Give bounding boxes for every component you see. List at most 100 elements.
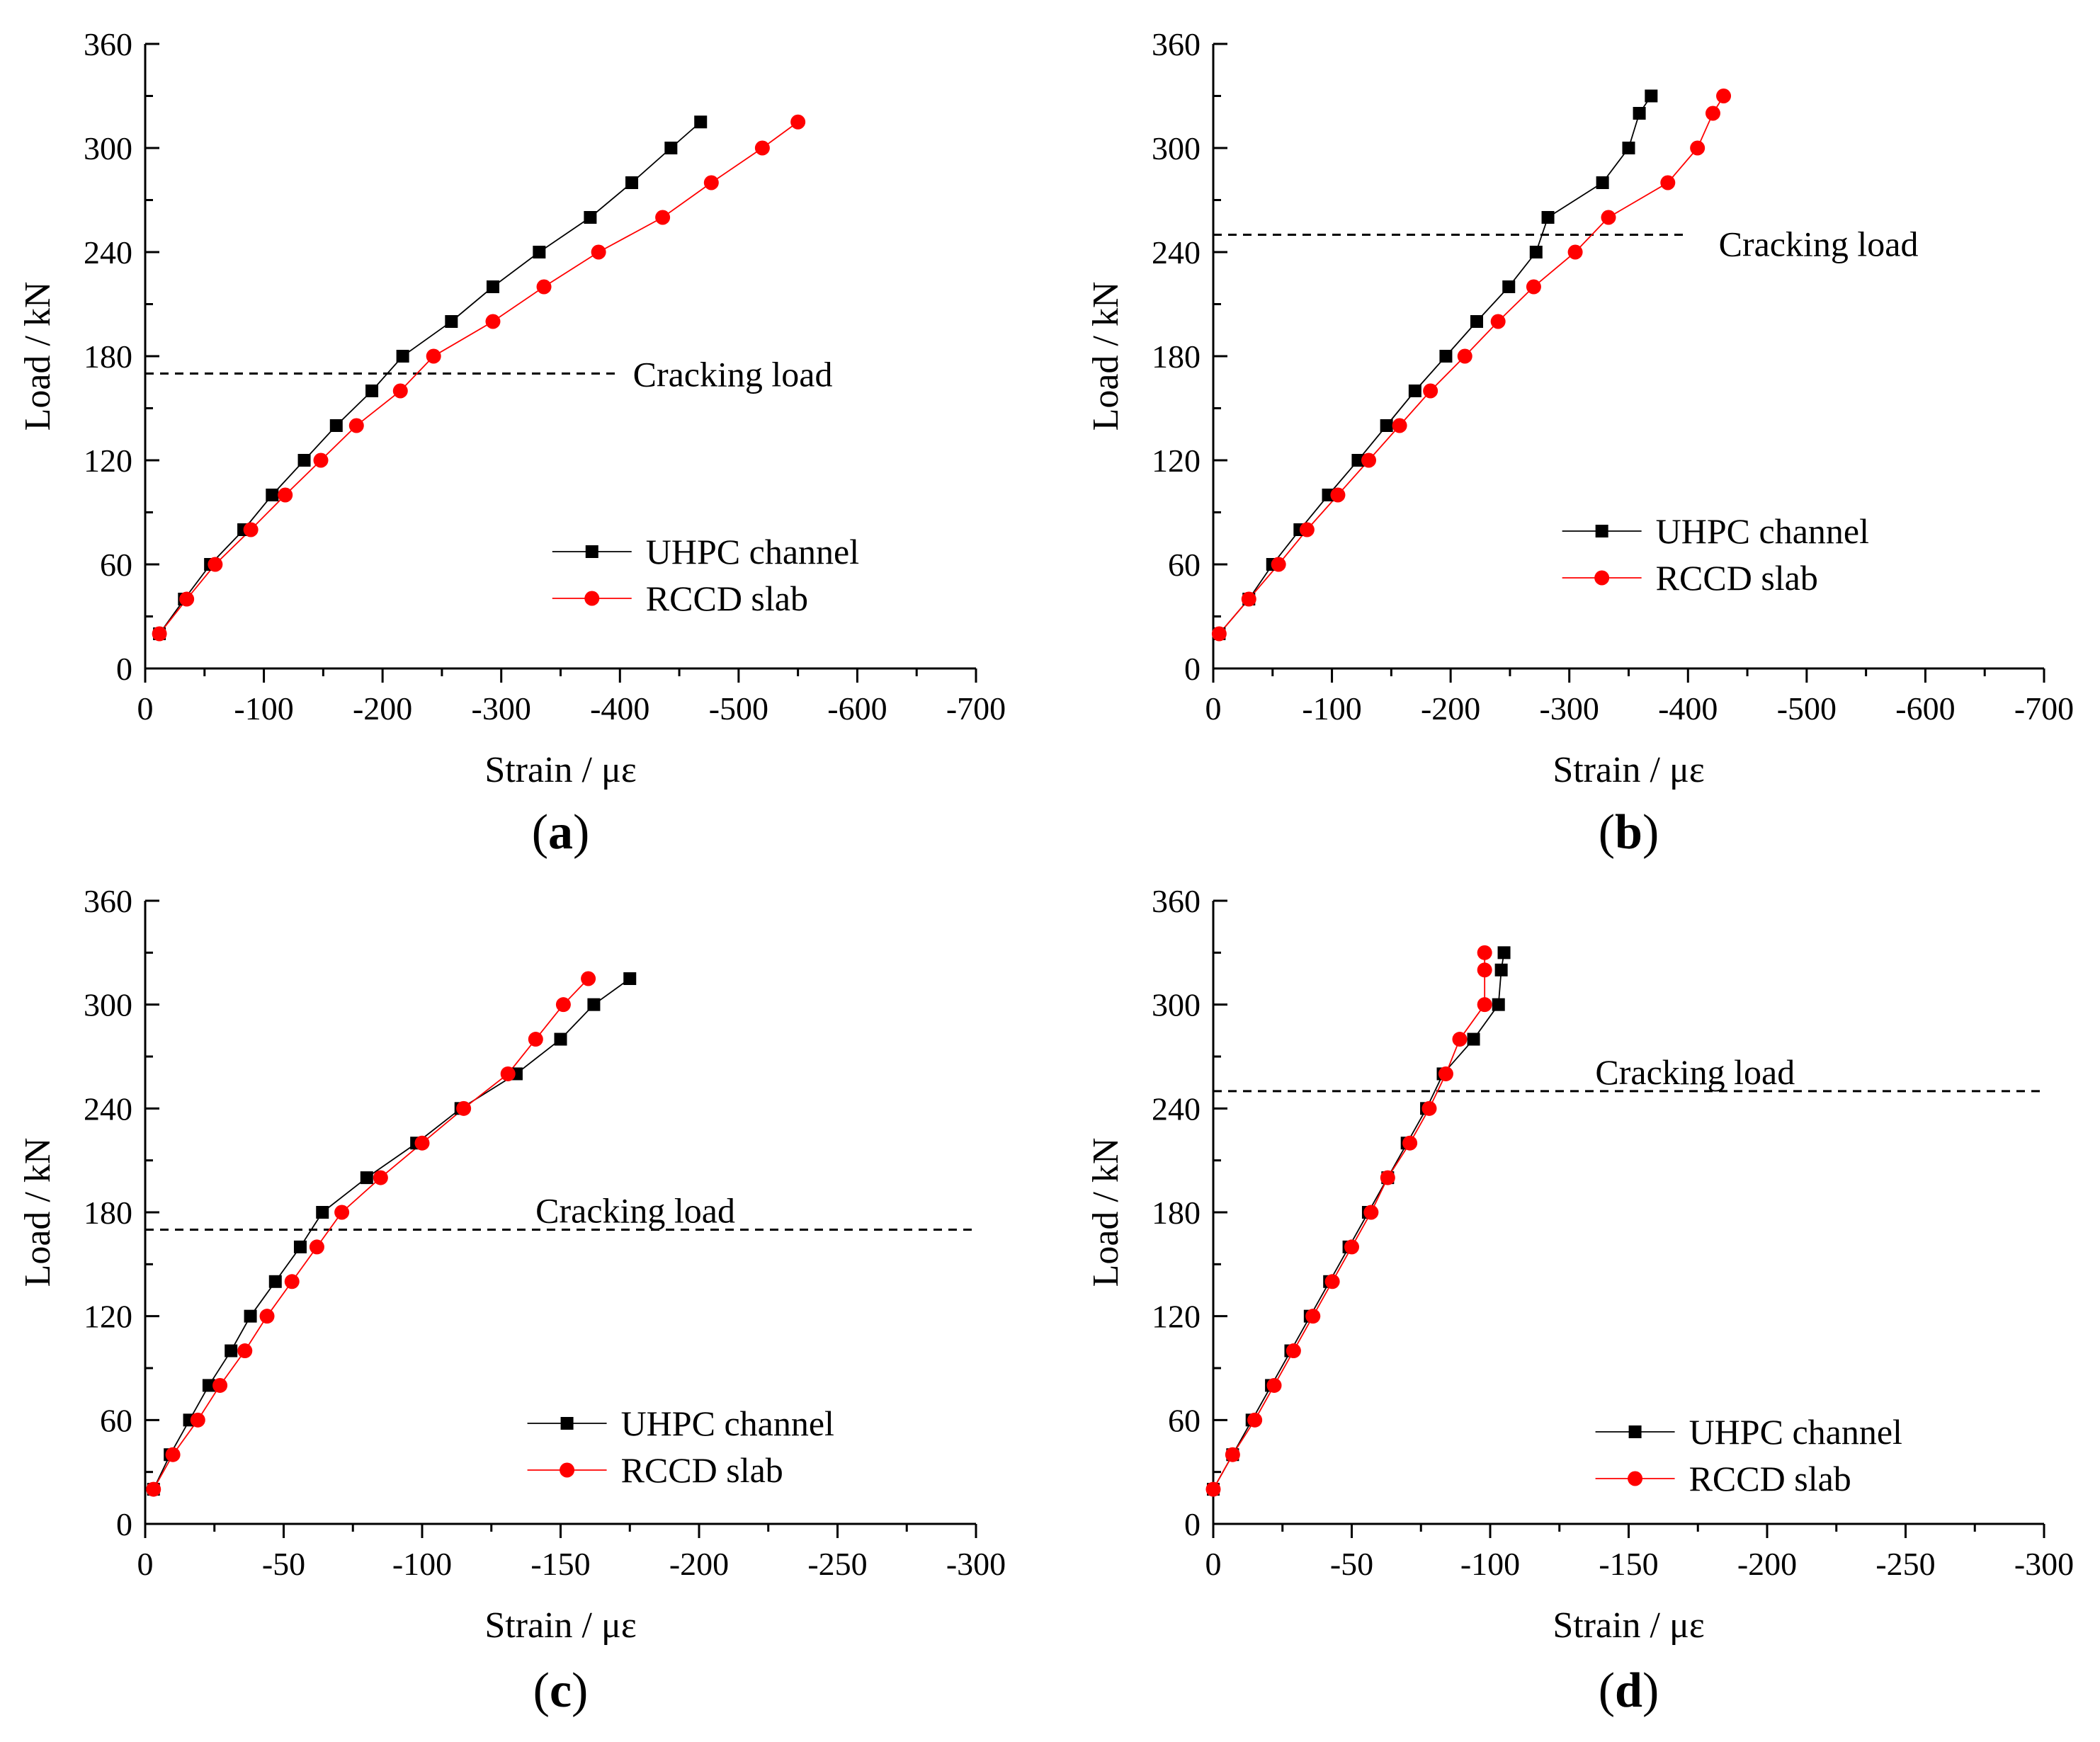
- y-axis-title: Load / kN: [18, 1138, 58, 1287]
- y-tick-label: 360: [84, 883, 132, 919]
- data-point-rccd-slab: [655, 210, 671, 225]
- data-point-rccd-slab: [1266, 1377, 1282, 1393]
- y-tick-label: 60: [100, 1402, 132, 1438]
- y-tick-label: 180: [1152, 338, 1201, 375]
- x-tick-label: -200: [669, 1546, 729, 1582]
- data-point-rccd-slab: [284, 1274, 300, 1290]
- y-tick-label: 300: [1152, 130, 1201, 166]
- data-point-uhpc-channel: [694, 115, 708, 129]
- y-tick-label: 360: [1152, 26, 1201, 62]
- data-point-uhpc-channel: [316, 1206, 329, 1219]
- panel-label-open-paren: (: [533, 1663, 550, 1718]
- panel-label: (a): [532, 805, 590, 860]
- cracking-load-label: Cracking load: [535, 1190, 735, 1230]
- x-tick-label: -200: [1737, 1546, 1797, 1582]
- data-point-rccd-slab: [309, 1239, 324, 1255]
- y-axis-title: Load / kN: [1086, 1138, 1126, 1287]
- data-point-rccd-slab: [1423, 383, 1438, 399]
- x-tick-label: -100: [392, 1546, 452, 1582]
- data-point-rccd-slab: [1421, 1100, 1437, 1116]
- data-point-rccd-slab: [1363, 1205, 1379, 1220]
- y-tick-label: 300: [84, 987, 132, 1023]
- data-point-rccd-slab: [1705, 106, 1720, 121]
- panel-label-letter: c: [550, 1663, 572, 1718]
- data-point-rccd-slab: [790, 114, 806, 130]
- data-point-rccd-slab: [373, 1170, 388, 1185]
- data-point-uhpc-channel: [1494, 963, 1508, 977]
- data-point-uhpc-channel: [360, 1171, 373, 1185]
- y-tick-label: 120: [84, 443, 132, 479]
- panel-label-letter: d: [1615, 1663, 1642, 1718]
- data-point-rccd-slab: [485, 314, 501, 329]
- data-point-uhpc-channel: [554, 1032, 567, 1046]
- data-point-uhpc-channel: [664, 142, 678, 154]
- data-point-rccd-slab: [1324, 1274, 1340, 1290]
- chart-panel-a: 0 60 120 180 240 300 360 0 -100 -200 -300 -400 -500 -…: [18, 26, 1006, 860]
- data-point-uhpc-channel: [1529, 246, 1543, 258]
- y-tick-label: 60: [100, 547, 132, 583]
- x-tick-label: 0: [137, 1546, 154, 1582]
- data-point-rccd-slab: [703, 175, 719, 190]
- data-point-rccd-slab: [1380, 1170, 1395, 1185]
- y-tick-label: 60: [1168, 547, 1201, 583]
- y-tick-label: 120: [1152, 1299, 1201, 1335]
- data-point-rccd-slab: [591, 244, 606, 260]
- data-point-rccd-slab: [212, 1377, 228, 1393]
- x-tick-label: -100: [1460, 1546, 1520, 1582]
- data-point-uhpc-channel: [1439, 350, 1453, 363]
- data-point-rccd-slab: [392, 383, 408, 399]
- y-tick-label: 240: [84, 234, 132, 271]
- data-point-rccd-slab: [1299, 522, 1315, 537]
- data-point-uhpc-channel: [225, 1344, 238, 1357]
- data-point-rccd-slab: [1392, 418, 1407, 433]
- y-tick-label: 360: [84, 26, 132, 62]
- data-point-uhpc-channel: [1380, 419, 1393, 432]
- x-tick-label: -250: [807, 1546, 867, 1582]
- data-point-rccd-slab: [414, 1135, 430, 1151]
- x-tick-label: -100: [1302, 690, 1361, 727]
- data-point-uhpc-channel: [1596, 176, 1609, 189]
- y-tick-label: 240: [1152, 234, 1201, 271]
- data-point-rccd-slab: [1457, 348, 1472, 364]
- legend-label: RCCD slab: [1656, 558, 1818, 598]
- data-point-uhpc-channel: [445, 315, 458, 328]
- panel-label-open-paren: (: [1599, 1663, 1615, 1718]
- data-point-rccd-slab: [528, 1032, 543, 1047]
- series-line-rccd-slab: [159, 121, 799, 634]
- panel-label-close-paren: ): [1642, 1663, 1659, 1718]
- legend-label: UHPC channel: [1689, 1412, 1902, 1452]
- y-axis-title: Load / kN: [1086, 282, 1126, 431]
- x-tick-label: -700: [2014, 690, 2074, 727]
- data-point-rccd-slab: [313, 452, 329, 468]
- y-tick-label: 0: [116, 651, 132, 687]
- data-point-uhpc-channel: [396, 350, 409, 363]
- chart-panel-b: 0 60 120 180 240 300 360 0 -100 -200 -300 -400 -500 -…: [1086, 26, 2074, 860]
- data-point-rccd-slab: [1402, 1135, 1418, 1151]
- data-point-uhpc-channel: [625, 176, 639, 189]
- panel-label-close-paren: ): [573, 805, 589, 860]
- series-line-rccd-slab: [152, 978, 589, 1490]
- legend-marker-circle: [584, 591, 600, 606]
- data-point-rccd-slab: [1205, 1481, 1221, 1497]
- data-point-rccd-slab: [1361, 452, 1377, 468]
- data-point-rccd-slab: [555, 997, 571, 1013]
- data-point-uhpc-channel: [1470, 315, 1484, 328]
- data-point-rccd-slab: [179, 591, 195, 607]
- data-point-rccd-slab: [1285, 1343, 1301, 1359]
- legend-marker-square: [1628, 1425, 1642, 1438]
- chart-panel-d: 0 60 120 180 240 300 360 0 -50 -100 -150 -200 -250 -3…: [1086, 883, 2074, 1718]
- data-point-rccd-slab: [152, 626, 167, 642]
- cracking-load-label: Cracking load: [633, 355, 833, 394]
- data-point-uhpc-channel: [202, 1379, 215, 1392]
- data-point-uhpc-channel: [486, 280, 499, 293]
- data-point-rccd-slab: [348, 418, 364, 433]
- data-point-uhpc-channel: [244, 1309, 257, 1323]
- x-tick-label: -500: [709, 690, 768, 727]
- cracking-load-label: Cracking load: [1595, 1052, 1795, 1092]
- legend-label: UHPC channel: [621, 1404, 834, 1443]
- data-point-rccd-slab: [1660, 175, 1676, 190]
- x-tick-label: -600: [827, 690, 887, 727]
- y-tick-label: 0: [1184, 651, 1201, 687]
- y-axis-title: Load / kN: [18, 282, 58, 431]
- legend-label: RCCD slab: [1689, 1459, 1851, 1498]
